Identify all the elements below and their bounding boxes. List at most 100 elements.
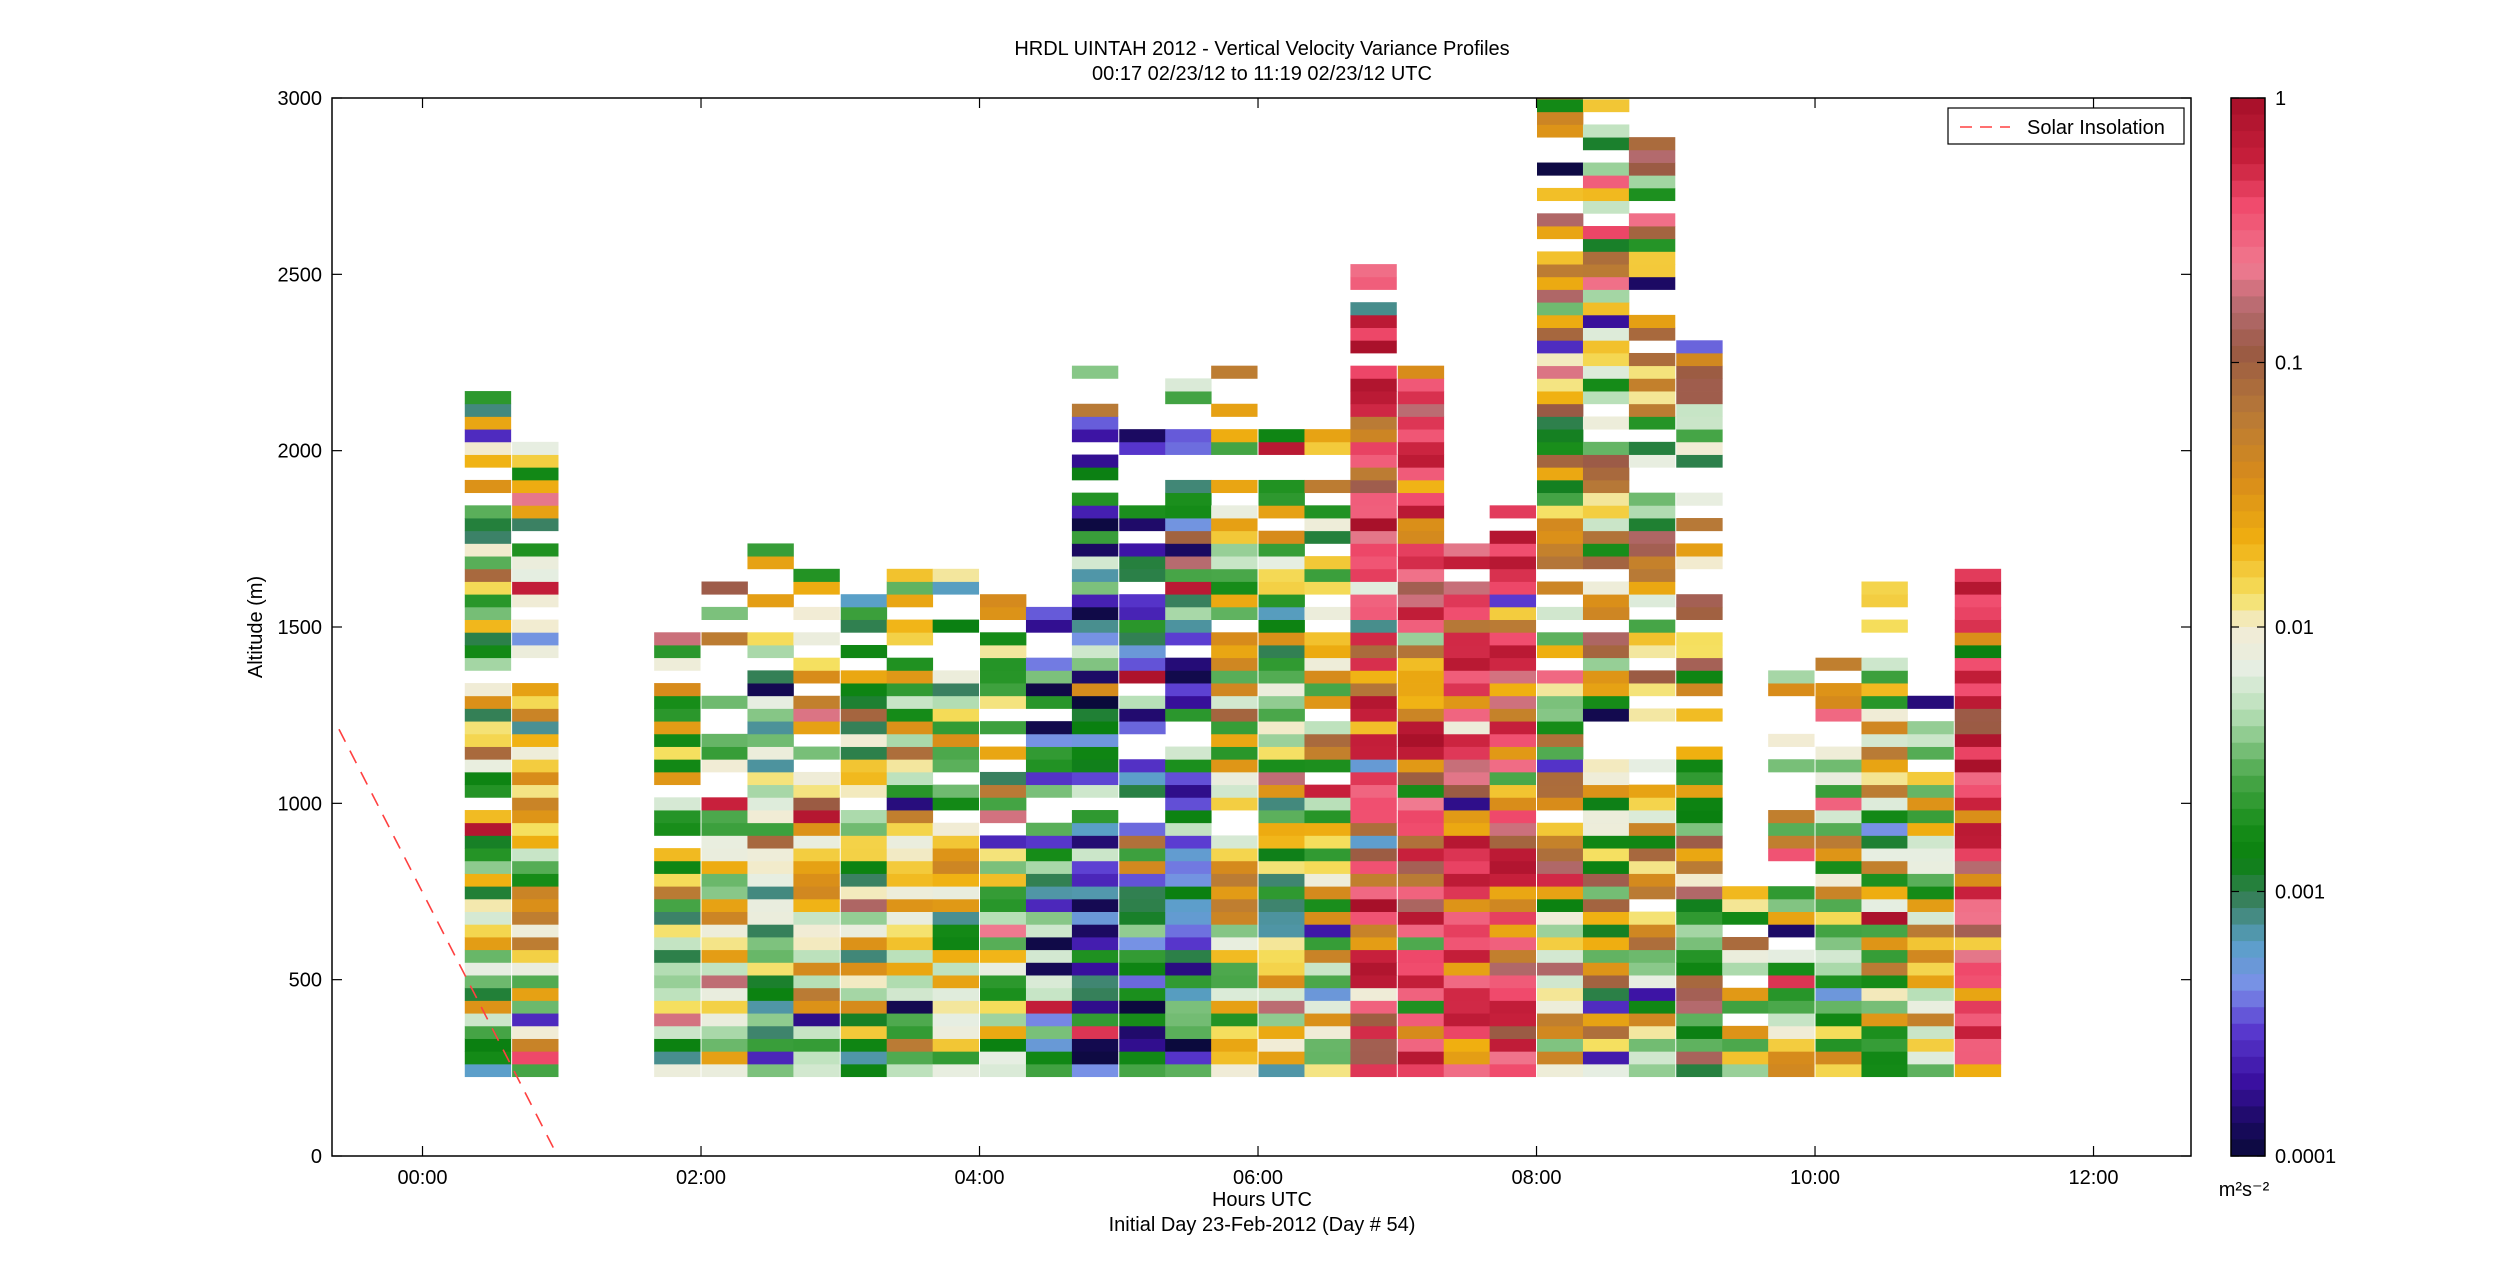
heatmap-cell <box>1071 708 1119 722</box>
heatmap-cell <box>1628 137 1676 151</box>
heatmap-cell <box>1489 721 1537 735</box>
heatmap-cell <box>1537 1025 1584 1039</box>
heatmap-cell <box>1815 759 1862 773</box>
heatmap-cell <box>747 721 794 735</box>
heatmap-cell <box>1861 936 1908 951</box>
heatmap-cell <box>1397 518 1445 532</box>
heatmap-cell <box>1211 581 1258 595</box>
heatmap-cell <box>1489 556 1537 570</box>
heatmap-cell <box>1907 695 1954 709</box>
heatmap-cell <box>1582 391 1630 405</box>
heatmap-cell <box>1489 695 1537 709</box>
heatmap-cell <box>1954 848 2002 862</box>
heatmap-cell <box>1211 860 1258 874</box>
heatmap-cell <box>1165 924 1212 938</box>
heatmap-cell <box>464 695 512 709</box>
heatmap-cell <box>747 632 794 646</box>
heatmap-cell <box>1350 264 1397 278</box>
heatmap-cell <box>1443 683 1491 697</box>
heatmap-cell <box>1165 873 1212 887</box>
heatmap-cell <box>1676 632 1723 646</box>
heatmap-cell <box>1676 886 1723 900</box>
heatmap-cell <box>886 708 934 722</box>
colorbar-segment <box>2231 461 2265 479</box>
heatmap-cell <box>701 975 748 989</box>
heatmap-cell <box>1907 1025 1954 1039</box>
heatmap-cell <box>1443 771 1491 786</box>
colorbar-segment <box>2231 891 2265 909</box>
heatmap-cell <box>1025 695 1073 709</box>
heatmap-cell <box>1443 911 1491 925</box>
heatmap-cell <box>464 594 512 608</box>
heatmap-cell <box>1489 1025 1537 1039</box>
heatmap-cell <box>1071 1025 1119 1039</box>
heatmap-cell <box>793 632 840 646</box>
heatmap-cell <box>1165 848 1212 862</box>
heatmap-cell <box>1954 1038 2002 1052</box>
heatmap-cell <box>1443 721 1491 735</box>
heatmap-cell <box>1443 644 1491 659</box>
heatmap-cell <box>1954 962 2002 976</box>
heatmap-cell <box>886 581 934 595</box>
heatmap-cell <box>1676 1013 1723 1027</box>
heatmap-cell <box>1211 1051 1258 1065</box>
heatmap-cell <box>512 949 559 963</box>
heatmap-cell <box>1537 479 1584 494</box>
colorbar-tick-label: 0.001 <box>2275 882 2325 904</box>
heatmap-cell <box>840 911 888 925</box>
heatmap-cell <box>464 1013 512 1027</box>
heatmap-cell <box>1676 962 1723 976</box>
heatmap-cell <box>1489 632 1537 646</box>
heatmap-cell <box>1628 835 1676 849</box>
x-axis-label: Hours UTC <box>1212 1189 1312 1211</box>
heatmap-cell <box>512 759 559 773</box>
heatmap-cell <box>1211 683 1258 697</box>
heatmap-cell <box>1071 492 1119 506</box>
heatmap-cell <box>1350 873 1397 887</box>
heatmap-cell <box>1258 911 1305 925</box>
heatmap-cell <box>1907 835 1954 849</box>
heatmap-cell <box>1489 797 1537 811</box>
heatmap-cell <box>1350 594 1397 608</box>
heatmap-cell <box>1443 1025 1491 1039</box>
heatmap-cell <box>1582 289 1630 303</box>
heatmap-cell <box>1815 657 1862 671</box>
heatmap-cell <box>1537 352 1584 367</box>
heatmap-cell <box>1443 1013 1491 1027</box>
heatmap-cell <box>1628 962 1676 976</box>
heatmap-cell <box>747 708 794 722</box>
heatmap-cell <box>464 936 512 951</box>
heatmap-cell <box>1628 759 1676 773</box>
heatmap-cell <box>1397 670 1445 684</box>
heatmap-cell <box>1165 797 1212 811</box>
heatmap-cell <box>1350 683 1397 697</box>
heatmap-cell <box>886 733 934 747</box>
heatmap-cell <box>980 683 1027 697</box>
heatmap-cell <box>1722 962 1769 976</box>
heatmap-cell <box>1119 962 1166 976</box>
heatmap-cell <box>1907 721 1954 735</box>
heatmap-cell <box>1537 962 1584 976</box>
heatmap-cell <box>1211 835 1258 849</box>
heatmap-cell <box>932 619 980 633</box>
heatmap-cell <box>1861 733 1908 747</box>
heatmap-cell <box>1537 771 1584 786</box>
heatmap-cell <box>1861 898 1908 913</box>
heatmap-cell <box>1537 873 1584 887</box>
heatmap-cell <box>1537 518 1584 532</box>
heatmap-cell <box>1071 949 1119 963</box>
heatmap-cell <box>1350 733 1397 747</box>
colorbar-segment <box>2231 792 2265 810</box>
heatmap-cell <box>840 975 888 989</box>
heatmap-cell <box>1165 822 1212 836</box>
heatmap-cell <box>793 822 840 836</box>
heatmap-cell <box>1350 606 1397 620</box>
heatmap-cell <box>1397 657 1445 671</box>
heatmap-cell <box>1628 314 1676 328</box>
heatmap-cell <box>1582 708 1630 722</box>
heatmap-cell <box>701 949 748 963</box>
heatmap-cell <box>1258 683 1305 697</box>
heatmap-cell <box>464 733 512 747</box>
heatmap-cell <box>1397 683 1445 697</box>
heatmap-cell <box>1768 822 1815 836</box>
